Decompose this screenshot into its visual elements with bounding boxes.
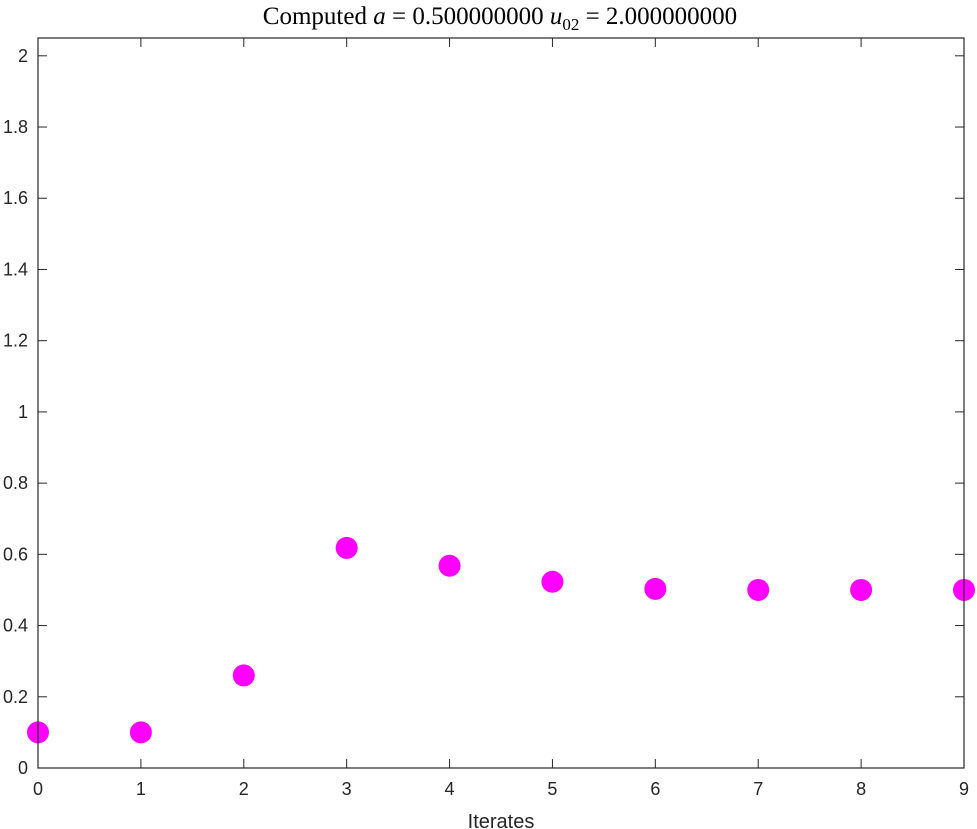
data-point (850, 578, 873, 601)
data-point (335, 536, 358, 559)
x-tick-label: 3 (342, 779, 352, 799)
markers-layer (27, 536, 975, 744)
x-tick-label: 5 (547, 779, 557, 799)
y-tick-label: 2 (18, 46, 28, 66)
data-point (644, 577, 667, 600)
x-tick-label: 2 (239, 779, 249, 799)
data-point (747, 578, 770, 601)
y-tick-label: 0.2 (3, 687, 28, 707)
y-tick-label: 1.4 (3, 259, 28, 279)
x-tick-label: 6 (650, 779, 660, 799)
y-tick-label: 1.8 (3, 117, 28, 137)
title-var-a: a (373, 3, 386, 30)
data-point (438, 554, 461, 577)
y-tick-label: 1.2 (3, 331, 28, 351)
x-axis-label: Iterates (468, 811, 535, 829)
title-var-u: u (550, 3, 563, 30)
axes-box (37, 37, 965, 769)
chart-title: Computed a = 0.500000000 u02 = 2.0000000… (263, 3, 737, 34)
data-point (129, 721, 152, 744)
y-tick-label: 0.8 (3, 473, 28, 493)
x-tick-label: 7 (753, 779, 763, 799)
data-point (232, 664, 255, 687)
y-tick-label: 1.6 (3, 188, 28, 208)
x-tick-label: 1 (136, 779, 146, 799)
x-tick-label: 8 (856, 779, 866, 799)
plot-area (38, 38, 964, 768)
title-prefix: Computed (263, 3, 373, 30)
title-eq-a: = 0.500000000 (386, 3, 550, 30)
y-tick-label: 0 (18, 758, 28, 778)
tick-labels-layer: 0 1 2 3 4 5 6 7 8 9 0 0.2 0.4 0.6 0.8 1 1.2 1.4 1.6 1.8 2 (3, 46, 969, 799)
y-tick-label: 0.4 (3, 616, 28, 636)
x-tick-label: 9 (959, 779, 969, 799)
ticks-layer (37, 38, 965, 769)
y-tick-label: 0.6 (3, 544, 28, 564)
x-tick-label: 4 (445, 779, 455, 799)
x-tick-label: 0 (33, 779, 43, 799)
title-var-u-subscript: 02 (562, 15, 579, 34)
y-tick-label: 1 (18, 402, 28, 422)
data-point (541, 570, 564, 593)
title-eq-u: = 2.000000000 (579, 3, 737, 30)
